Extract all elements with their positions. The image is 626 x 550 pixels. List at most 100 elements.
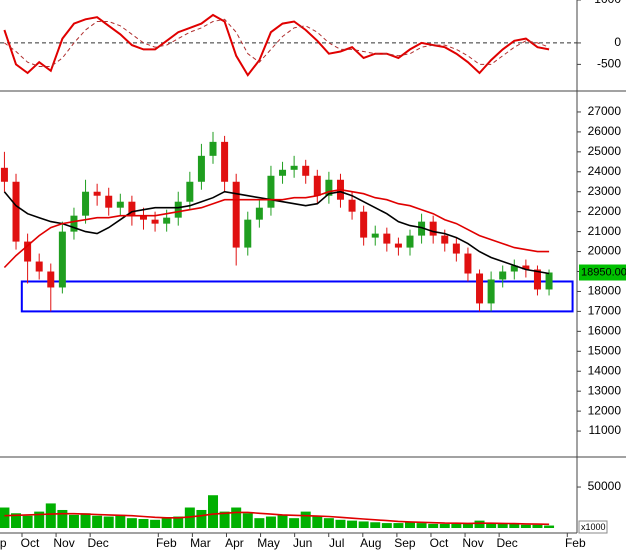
volume-bar <box>381 523 392 528</box>
x-tick-label: Nov <box>53 536 74 550</box>
x-tick-label: Sep <box>0 536 7 550</box>
volume-bar <box>11 513 22 528</box>
x-tick-label: Jul <box>329 536 344 550</box>
candle-body <box>418 221 426 236</box>
candle-body <box>533 269 541 290</box>
volume-bar <box>231 507 242 528</box>
x-tick-label: Oct <box>430 536 449 550</box>
candle-body <box>174 201 182 218</box>
ma-line <box>3 13 550 77</box>
candle-body <box>116 201 124 208</box>
volume-bar <box>439 523 450 528</box>
candle-body <box>35 261 43 272</box>
y-tick-label: 15000 <box>588 343 622 357</box>
y-tick-label: 11000 <box>589 423 622 437</box>
volume-bar <box>486 523 497 528</box>
volume-bar <box>242 513 253 528</box>
volume-bar <box>509 523 520 528</box>
y-tick-label: 20000 <box>588 244 622 258</box>
candle-body <box>255 207 263 220</box>
candle-body <box>197 155 205 182</box>
candle-body <box>313 175 321 196</box>
y-tick-label: 1000 <box>594 0 621 6</box>
volume-bar <box>312 516 323 528</box>
candle-body <box>325 179 333 196</box>
volume-bar <box>358 521 369 528</box>
support-zone <box>20 280 574 313</box>
candle-body <box>221 141 229 182</box>
volume-bar <box>254 518 265 528</box>
volume-bar <box>115 514 126 528</box>
candle-body <box>302 165 310 176</box>
volume-bar <box>405 522 416 528</box>
candle-body <box>209 141 217 156</box>
unit-box <box>578 520 608 534</box>
candle-body <box>487 279 495 304</box>
candle-body <box>441 235 449 244</box>
x-tick-label: May <box>257 536 280 550</box>
volume-bar <box>335 519 346 528</box>
volume-bar <box>370 522 381 528</box>
candle-body <box>267 175 275 208</box>
x-tick-label: Dec <box>87 536 108 550</box>
candle-body <box>93 191 101 196</box>
volume-bar <box>544 525 555 528</box>
candle-body <box>58 231 66 288</box>
volume-bar <box>34 511 45 528</box>
x-tick-label: Sep <box>394 536 416 550</box>
volume-bar <box>497 523 508 528</box>
y-tick-label: 12000 <box>588 403 622 417</box>
y-tick-label: 21000 <box>588 224 622 238</box>
volume-bar <box>265 516 276 528</box>
volume-bar <box>196 509 207 528</box>
candle-body <box>24 241 32 262</box>
candle-body <box>360 211 368 238</box>
candle-body <box>151 219 159 224</box>
y-tick-label: 24000 <box>588 164 622 178</box>
x-tick-label: Dec <box>496 536 517 550</box>
unit-label: x1000 <box>581 522 606 532</box>
volume-bar <box>323 518 334 528</box>
volume-bar <box>289 518 300 528</box>
y-tick-label: 16000 <box>588 324 622 338</box>
volume-bar <box>219 511 230 528</box>
candle-body <box>0 167 8 182</box>
volume-bar <box>92 515 103 528</box>
volume-bar <box>416 523 427 528</box>
ma-line <box>3 188 550 269</box>
volume-bar <box>150 519 161 528</box>
candle-body <box>429 221 437 236</box>
volume-bar <box>161 518 172 528</box>
volume-bar <box>520 524 531 528</box>
candle-body <box>70 215 78 232</box>
x-tick-label: Nov <box>462 536 483 550</box>
ma-line <box>4 511 550 526</box>
candle-body <box>105 195 113 208</box>
candle-body <box>371 233 379 238</box>
candle-body <box>290 165 298 170</box>
volume-bar <box>80 513 91 528</box>
candle-body <box>383 233 391 244</box>
candle-body <box>406 235 414 248</box>
candle-body <box>279 169 287 176</box>
volume-bar <box>277 514 288 528</box>
volume-bar <box>532 524 543 528</box>
volume-bar <box>126 518 137 528</box>
candle-body <box>522 265 530 270</box>
volume-bar <box>300 511 311 528</box>
candle-body <box>348 199 356 212</box>
x-tick-label: Aug <box>360 536 381 550</box>
volume-bar <box>138 518 149 528</box>
volume-bar <box>45 503 56 528</box>
last-price-tag <box>579 264 626 281</box>
volume-bar <box>103 516 114 528</box>
volume-bar <box>68 514 79 528</box>
candle-body <box>499 271 507 280</box>
candle-body <box>128 201 136 216</box>
candle-body <box>476 273 484 304</box>
volume-bar <box>474 520 485 528</box>
candle-body <box>452 243 460 254</box>
y-tick-label: 17000 <box>588 304 622 318</box>
last-price-label: 18950.00 <box>581 266 626 278</box>
